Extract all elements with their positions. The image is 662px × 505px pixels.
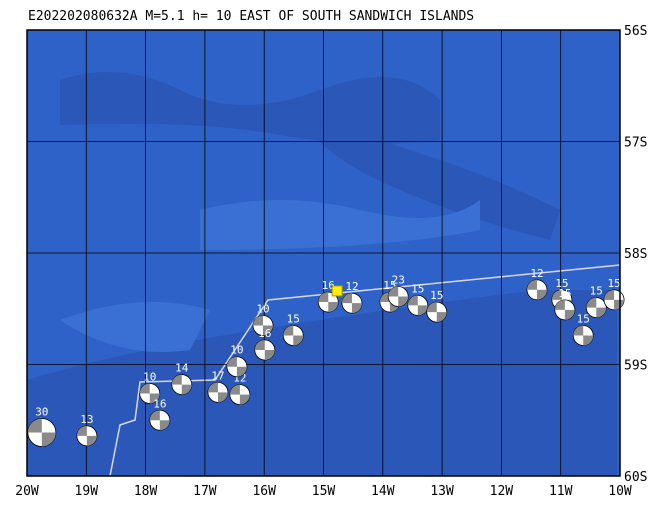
depth-label: 17 bbox=[211, 369, 224, 382]
beachball-compression bbox=[226, 356, 247, 377]
depth-label: 10 bbox=[230, 344, 243, 357]
beachball-compression bbox=[379, 292, 400, 313]
depth-label: 15 bbox=[577, 313, 590, 326]
lat-label: 57S bbox=[624, 136, 647, 151]
beachball: 16 bbox=[254, 327, 276, 361]
depth-label: 16 bbox=[258, 327, 271, 340]
depth-label: 15 bbox=[430, 289, 443, 302]
lon-label: 15W bbox=[312, 484, 336, 499]
depth-label: 15 bbox=[411, 282, 424, 295]
depth-label: 10 bbox=[143, 370, 156, 383]
beachball-compression bbox=[407, 295, 428, 316]
depth-label: 15 bbox=[555, 277, 568, 290]
lon-label: 11W bbox=[549, 484, 573, 499]
lon-label: 17W bbox=[193, 484, 217, 499]
lat-label: 60S bbox=[624, 470, 647, 485]
depth-label: 23 bbox=[392, 273, 405, 286]
frame bbox=[26, 29, 621, 477]
lon-label: 19W bbox=[75, 484, 99, 499]
beachball-compression bbox=[76, 425, 97, 446]
beachball-compression bbox=[388, 286, 409, 307]
beachball: 15 bbox=[603, 277, 625, 311]
lon-label: 13W bbox=[430, 484, 454, 499]
depth-label: 13 bbox=[80, 413, 93, 426]
beachball: 23 bbox=[387, 273, 409, 307]
beachball-compression bbox=[207, 382, 228, 403]
depth-label: 15 bbox=[287, 313, 300, 326]
beachball: 15 bbox=[572, 313, 594, 346]
beachball: 15 bbox=[554, 287, 576, 321]
beachball-compression bbox=[139, 383, 160, 404]
bathymetry bbox=[27, 72, 617, 476]
beachball: 15 bbox=[585, 285, 607, 319]
depth-label: 16 bbox=[322, 279, 335, 292]
beachball-compression bbox=[554, 299, 575, 320]
beachball-compression bbox=[341, 293, 362, 314]
beachball: 30 bbox=[27, 406, 57, 447]
lat-label: 56S bbox=[624, 24, 647, 39]
lon-label: 20W bbox=[15, 484, 39, 499]
bathymetry-light bbox=[60, 200, 480, 352]
beachball-compression bbox=[573, 325, 594, 346]
depth-label: 12 bbox=[345, 280, 358, 293]
beachball-compression bbox=[526, 279, 547, 300]
beachball: 12 bbox=[526, 267, 548, 301]
lon-label: 18W bbox=[134, 484, 158, 499]
beachball: 16 bbox=[149, 397, 171, 431]
beachball: 10 bbox=[226, 344, 248, 378]
depth-label: 15 bbox=[607, 277, 620, 290]
depth-label: 15 bbox=[590, 285, 603, 298]
beachball: 14 bbox=[171, 362, 193, 395]
lon-label: 10W bbox=[608, 484, 632, 499]
beachball: 12 bbox=[341, 280, 363, 314]
beachball-compression bbox=[149, 410, 170, 431]
depth-label: 30 bbox=[35, 406, 48, 419]
beachball-compression bbox=[426, 302, 447, 323]
beachball-compression bbox=[254, 340, 275, 361]
beachball-compression bbox=[604, 289, 625, 310]
beachball: 13 bbox=[76, 413, 98, 447]
beachball-compression bbox=[283, 325, 304, 346]
beachball-compression bbox=[229, 384, 250, 405]
lat-label: 58S bbox=[624, 247, 647, 262]
lon-label: 12W bbox=[490, 484, 514, 499]
depth-label: 12 bbox=[530, 267, 543, 280]
beachball-compression bbox=[586, 297, 607, 318]
map-title: E202202080632A M=5.1 h= 10 EAST OF SOUTH… bbox=[28, 9, 474, 24]
beachball: 10 bbox=[139, 370, 161, 404]
plate-boundary bbox=[109, 264, 621, 477]
beachball: 16 bbox=[317, 279, 339, 313]
depth-label: 16 bbox=[153, 397, 166, 410]
beachball-compression bbox=[27, 418, 56, 447]
depth-label: 15 bbox=[558, 287, 571, 300]
depth-label: 10 bbox=[256, 302, 269, 315]
depth-label: 14 bbox=[175, 362, 189, 375]
beachball: 15 bbox=[407, 282, 429, 316]
beachball: 15 bbox=[282, 313, 304, 346]
lon-label: 14W bbox=[371, 484, 395, 499]
beachball: 10 bbox=[252, 302, 274, 336]
epicenter bbox=[331, 285, 343, 297]
lon-label: 16W bbox=[252, 484, 276, 499]
beachball-compression bbox=[253, 315, 274, 336]
lat-label: 59S bbox=[624, 359, 647, 374]
beachball-compression bbox=[171, 374, 192, 395]
beachball: 17 bbox=[207, 369, 229, 403]
beachball: 15 bbox=[426, 289, 448, 323]
beachball-compression bbox=[318, 292, 339, 313]
